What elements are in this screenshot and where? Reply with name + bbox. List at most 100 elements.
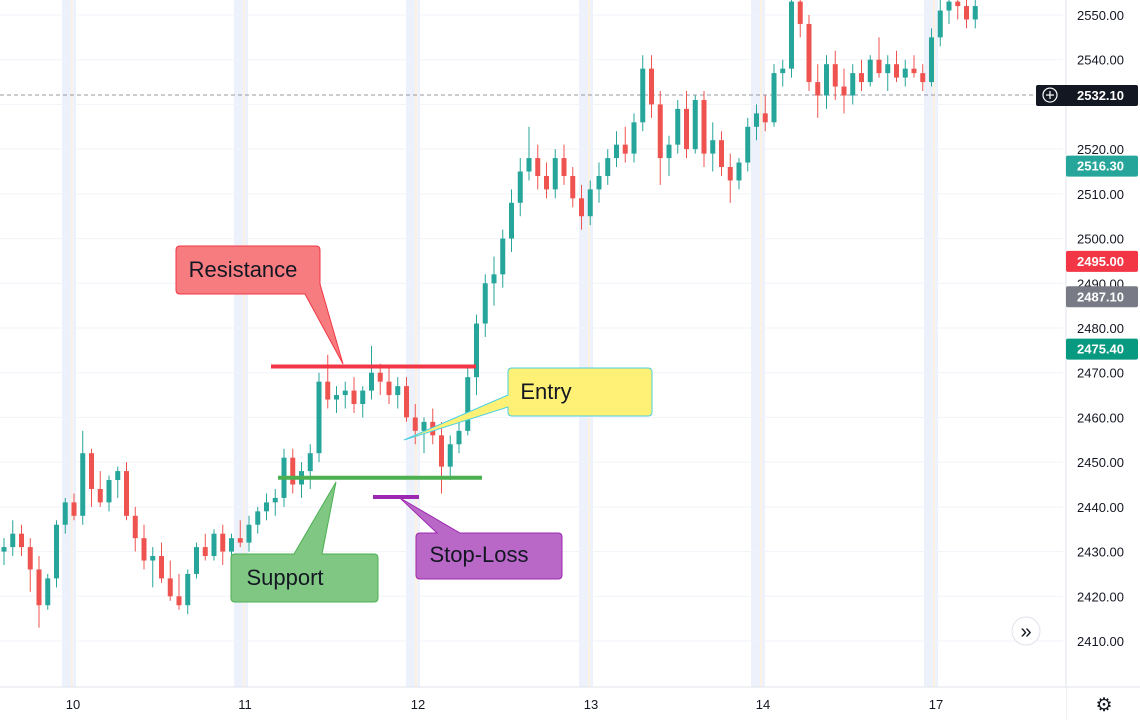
candle-body	[19, 533, 24, 548]
session-band-edge	[243, 0, 245, 687]
candle-body	[902, 68, 908, 78]
y-tick-label: 2420.00	[1077, 589, 1124, 604]
gear-icon[interactable]: ⚙	[1095, 695, 1112, 716]
candle-body	[185, 573, 191, 606]
entry-label: Entry	[520, 379, 571, 404]
candle-body	[377, 372, 383, 382]
candle-body	[955, 1, 961, 7]
candle-body	[754, 113, 759, 127]
candle-body	[885, 64, 891, 74]
candle-body	[255, 511, 261, 525]
candle-body	[45, 578, 51, 606]
plus-circle-icon[interactable]	[1042, 87, 1058, 103]
candle-body	[447, 444, 453, 467]
y-tick-label: 2460.00	[1077, 410, 1124, 425]
candle-body	[89, 453, 94, 489]
session-band	[62, 0, 76, 687]
candle-body	[876, 59, 882, 74]
candle-body	[841, 86, 847, 96]
candle-body	[307, 453, 313, 472]
candle-body	[824, 64, 829, 96]
price-badge	[1066, 338, 1138, 360]
candle-body	[264, 502, 269, 512]
candle-body	[526, 158, 532, 172]
candle-body	[491, 274, 497, 284]
candle-body	[474, 323, 479, 378]
x-tick-label: 14	[756, 697, 770, 712]
candle-body	[832, 64, 838, 87]
y-tick-label: 2520.00	[1077, 142, 1124, 157]
candle-body	[544, 175, 549, 190]
stop-loss-label: Stop-Loss	[429, 542, 528, 567]
candle-body	[456, 430, 462, 445]
candle-body	[237, 538, 243, 543]
candle-body	[789, 1, 794, 69]
x-tick-label: 12	[411, 697, 425, 712]
candle-body	[727, 167, 733, 181]
y-tick-label: 2550.00	[1077, 8, 1124, 23]
candle-body	[806, 23, 812, 83]
candle-body	[911, 68, 917, 74]
stop-loss-callout	[399, 497, 563, 580]
candle-body	[106, 480, 112, 503]
session-band-edge	[71, 0, 73, 687]
candle-body	[10, 533, 16, 548]
candle-body	[404, 386, 409, 418]
support-label: Support	[246, 565, 323, 590]
candle-body	[596, 175, 602, 190]
y-tick-label: 2440.00	[1077, 500, 1124, 515]
time-axis[interactable]	[0, 687, 1066, 719]
price-label: 2487.10	[1077, 289, 1124, 304]
candle-body	[535, 158, 541, 176]
candle-body	[972, 6, 978, 20]
candle-body	[150, 556, 156, 561]
candle-body	[272, 497, 278, 503]
candle-body	[439, 435, 444, 467]
x-tick-label: 17	[929, 697, 943, 712]
candle-body	[334, 395, 339, 400]
current-price-badge	[1036, 85, 1138, 107]
candle-body	[229, 538, 234, 552]
candle-body	[194, 547, 199, 574]
candle-body	[36, 569, 42, 606]
session-band-edge	[933, 0, 935, 687]
candle-body	[1, 547, 7, 552]
candle-body	[666, 144, 672, 159]
candle-body	[649, 68, 654, 105]
candle-body	[386, 381, 392, 396]
candle-body	[159, 556, 164, 579]
price-label: 2495.00	[1077, 254, 1124, 269]
candle-body	[290, 457, 296, 485]
candle-body	[894, 64, 899, 78]
candle-body	[316, 381, 322, 454]
candle-body	[351, 390, 357, 405]
candle-body	[246, 524, 252, 543]
candle-body	[202, 547, 208, 557]
resistance-label: Resistance	[189, 257, 298, 282]
x-tick-label: 10	[66, 697, 80, 712]
candle-body	[701, 99, 707, 154]
candle-body	[859, 73, 864, 83]
price-label: 2475.40	[1077, 342, 1124, 357]
price-label: 2532.10	[1077, 88, 1124, 103]
candle-body	[929, 37, 934, 83]
candle-body	[640, 68, 646, 123]
session-band-edge	[588, 0, 590, 687]
session-band-edge	[760, 0, 762, 687]
candle-body	[745, 126, 751, 163]
candle-body	[80, 453, 86, 516]
candle-body	[509, 202, 514, 239]
scroll-to-realtime-button[interactable]	[1011, 616, 1041, 646]
candle-body	[762, 113, 768, 123]
candle-body	[167, 578, 173, 597]
candle-body	[605, 158, 611, 176]
candle-body	[369, 372, 374, 391]
candle-body	[946, 1, 952, 11]
candle-body	[964, 6, 969, 20]
price-badge	[1066, 286, 1138, 308]
candle-body	[220, 533, 226, 552]
candle-body	[587, 189, 593, 217]
candle-body	[920, 73, 926, 83]
